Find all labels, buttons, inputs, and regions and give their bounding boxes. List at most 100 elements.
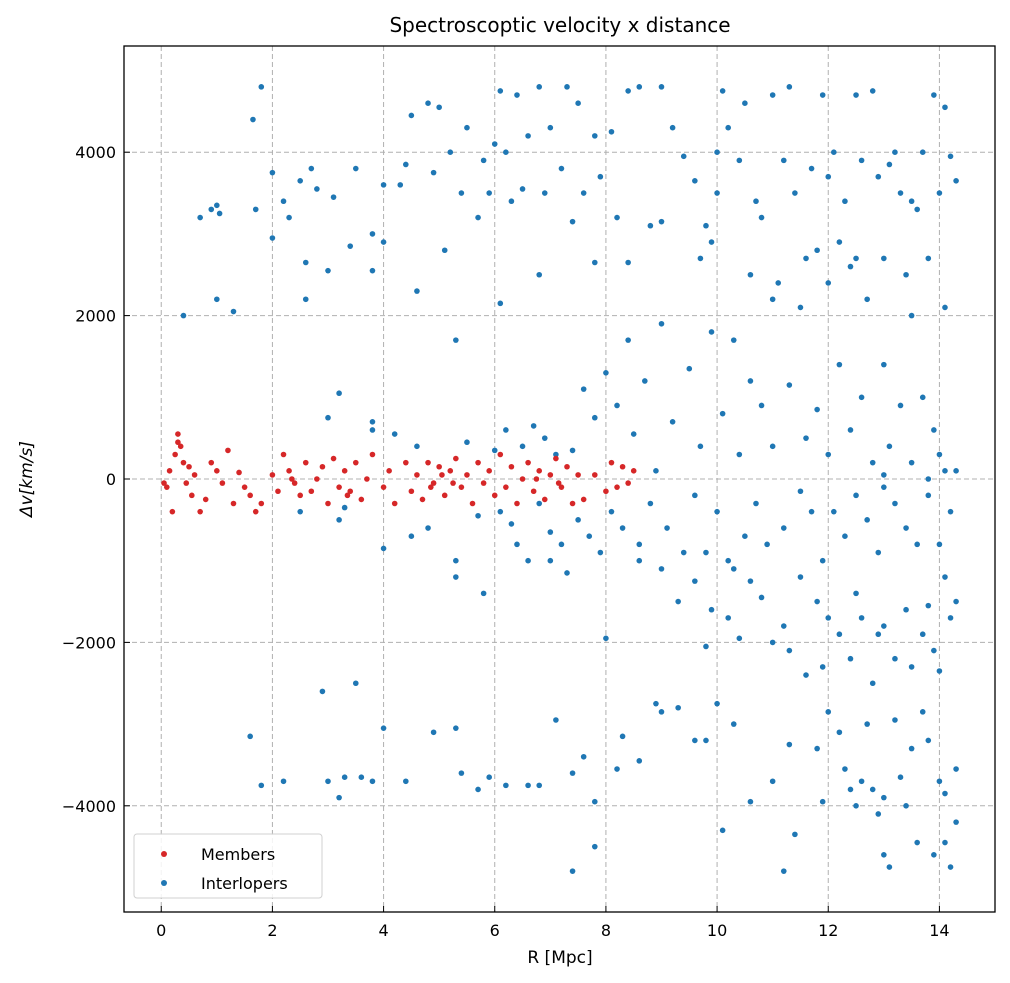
point-interlopers <box>525 782 531 789</box>
point-interlopers <box>842 198 848 205</box>
point-interlopers <box>297 178 304 184</box>
point-interlopers <box>953 819 959 825</box>
point-interlopers <box>480 590 487 597</box>
x-tick-label: 6 <box>490 921 500 940</box>
point-members <box>347 488 354 495</box>
point-members <box>497 451 504 458</box>
point-interlopers <box>753 198 759 205</box>
point-interlopers <box>758 214 765 221</box>
point-interlopers <box>931 647 937 654</box>
point-members <box>269 472 276 478</box>
point-interlopers <box>819 798 826 805</box>
point-members <box>541 496 548 503</box>
x-tick-label: 8 <box>601 921 611 940</box>
point-members <box>386 468 392 474</box>
legend-marker-interlopers <box>161 880 167 886</box>
point-members <box>514 500 520 507</box>
point-interlopers <box>725 557 731 564</box>
point-interlopers <box>591 133 598 139</box>
x-tick-label: 10 <box>707 921 727 940</box>
point-members <box>408 488 415 495</box>
point-interlopers <box>831 508 837 515</box>
point-interlopers <box>614 402 620 409</box>
point-interlopers <box>653 468 659 474</box>
point-interlopers <box>714 190 720 196</box>
point-members <box>525 459 531 466</box>
point-interlopers <box>630 431 637 437</box>
point-interlopers <box>503 427 509 433</box>
point-interlopers <box>280 778 287 785</box>
point-interlopers <box>447 149 454 156</box>
x-tick-label: 14 <box>929 921 949 940</box>
point-members <box>336 484 342 490</box>
point-interlopers <box>675 598 681 605</box>
point-interlopers <box>808 165 815 172</box>
point-members <box>330 455 337 462</box>
point-interlopers <box>536 84 543 90</box>
point-interlopers <box>925 602 932 609</box>
point-interlopers <box>586 533 593 539</box>
point-members <box>458 484 465 490</box>
point-members <box>608 459 615 466</box>
point-interlopers <box>669 124 676 131</box>
point-interlopers <box>836 239 843 245</box>
point-interlopers <box>553 717 559 723</box>
point-interlopers <box>875 631 882 638</box>
point-interlopers <box>892 149 898 156</box>
point-members <box>569 500 576 507</box>
point-members <box>247 492 253 499</box>
point-interlopers <box>836 361 843 368</box>
point-interlopers <box>325 778 331 785</box>
point-members <box>358 496 365 503</box>
point-interlopers <box>486 190 492 196</box>
point-interlopers <box>458 770 465 776</box>
point-interlopers <box>608 128 615 135</box>
point-members <box>603 488 609 495</box>
point-interlopers <box>686 365 693 372</box>
point-members <box>166 468 173 474</box>
point-interlopers <box>825 173 832 180</box>
point-interlopers <box>936 668 943 674</box>
point-members <box>252 508 259 515</box>
point-members <box>414 472 420 478</box>
point-members <box>450 480 456 486</box>
point-interlopers <box>780 157 787 164</box>
legend: Members Interlopers <box>133 833 323 899</box>
point-interlopers <box>747 798 754 805</box>
point-interlopers <box>947 864 954 870</box>
point-interlopers <box>347 243 354 249</box>
point-interlopers <box>869 680 876 687</box>
point-interlopers <box>942 790 948 797</box>
point-interlopers <box>892 717 898 723</box>
point-interlopers <box>269 235 276 241</box>
point-interlopers <box>280 198 287 205</box>
point-interlopers <box>658 84 665 90</box>
point-interlopers <box>736 451 743 458</box>
point-interlopers <box>797 304 804 311</box>
point-interlopers <box>853 255 859 262</box>
point-interlopers <box>503 782 509 789</box>
point-members <box>536 468 543 474</box>
point-interlopers <box>819 92 826 98</box>
point-interlopers <box>947 508 954 515</box>
point-interlopers <box>825 280 832 286</box>
point-interlopers <box>897 190 904 196</box>
point-interlopers <box>625 88 631 94</box>
point-interlopers <box>591 843 598 850</box>
point-members <box>341 468 348 474</box>
point-interlopers <box>780 623 787 629</box>
point-interlopers <box>530 423 537 429</box>
point-interlopers <box>536 782 543 789</box>
point-interlopers <box>814 247 820 254</box>
point-interlopers <box>508 521 515 527</box>
point-interlopers <box>603 635 609 642</box>
point-interlopers <box>903 802 909 809</box>
point-members <box>189 492 195 499</box>
point-interlopers <box>369 427 376 433</box>
point-interlopers <box>875 811 882 817</box>
point-interlopers <box>908 198 915 205</box>
point-interlopers <box>881 623 887 629</box>
point-interlopers <box>708 606 715 613</box>
point-interlopers <box>864 517 870 523</box>
point-interlopers <box>541 190 548 196</box>
